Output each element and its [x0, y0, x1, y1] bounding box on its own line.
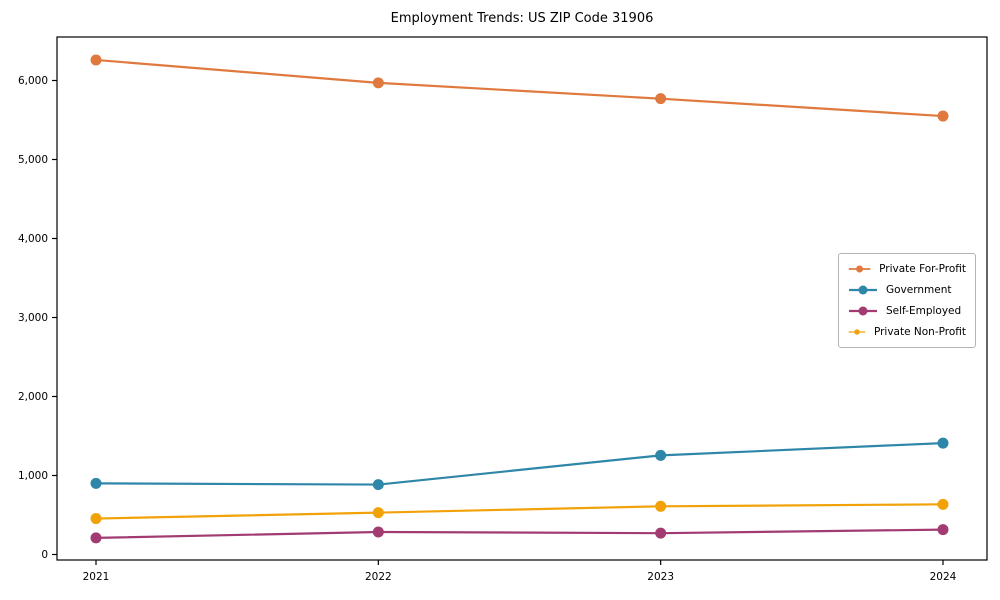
series-line-private-for-profit [95, 58, 944, 118]
data-point-private-for-profit [937, 110, 949, 122]
data-point-private-for-profit [90, 54, 102, 66]
legend-line-marker-icon [849, 285, 877, 295]
data-point-private-non-profit [655, 500, 667, 512]
data-point-self-employed [372, 526, 384, 538]
data-point-private-non-profit [372, 507, 384, 519]
data-point-government [655, 449, 667, 461]
data-point-private-for-profit [655, 93, 667, 105]
data-point-self-employed [90, 532, 102, 544]
chart-title: Employment Trends: US ZIP Code 31906 [390, 11, 654, 26]
legend-item: Government [848, 282, 966, 298]
legend-line-marker-icon [849, 306, 877, 316]
data-point-private-non-profit [937, 498, 949, 510]
data-point-private-for-profit [372, 77, 384, 89]
y-tick-label: 3,000 [18, 312, 48, 324]
series-line-self-employed [95, 528, 944, 540]
x-tick-label: 2022 [365, 571, 392, 583]
y-tick-label: 0 [41, 549, 48, 561]
y-tick-label: 1,000 [18, 470, 48, 482]
legend: Private For-Profit Government Self-Employe… [838, 253, 976, 348]
x-tick-label: 2021 [83, 571, 110, 583]
data-point-self-employed [937, 524, 949, 536]
data-point-private-non-profit [90, 513, 102, 525]
data-point-self-employed [655, 527, 667, 539]
legend-label: Private Non-Profit [873, 326, 966, 338]
y-tick-label: 5,000 [18, 154, 48, 166]
series-line-private-non-profit [95, 503, 943, 520]
data-point-government [937, 437, 949, 449]
data-point-government [90, 477, 102, 489]
plot-border [56, 36, 988, 561]
legend-line-marker-icon [848, 265, 871, 273]
data-point-government [372, 479, 384, 491]
legend-label: Government [886, 284, 952, 296]
x-tick-label: 2024 [930, 571, 957, 583]
legend-line-marker-icon [848, 329, 866, 335]
series-line-government [95, 442, 944, 486]
y-tick-label: 4,000 [18, 233, 48, 245]
y-tick-label: 2,000 [18, 391, 48, 403]
legend-label: Private For-Profit [879, 263, 966, 275]
legend-item: Private For-Profit [848, 261, 966, 277]
x-tick-label: 2023 [647, 571, 674, 583]
y-tick-label: 6,000 [18, 75, 48, 87]
legend-item: Self-Employed [848, 303, 966, 319]
legend-label: Self-Employed [886, 305, 962, 317]
legend-item: Private Non-Profit [848, 324, 966, 340]
